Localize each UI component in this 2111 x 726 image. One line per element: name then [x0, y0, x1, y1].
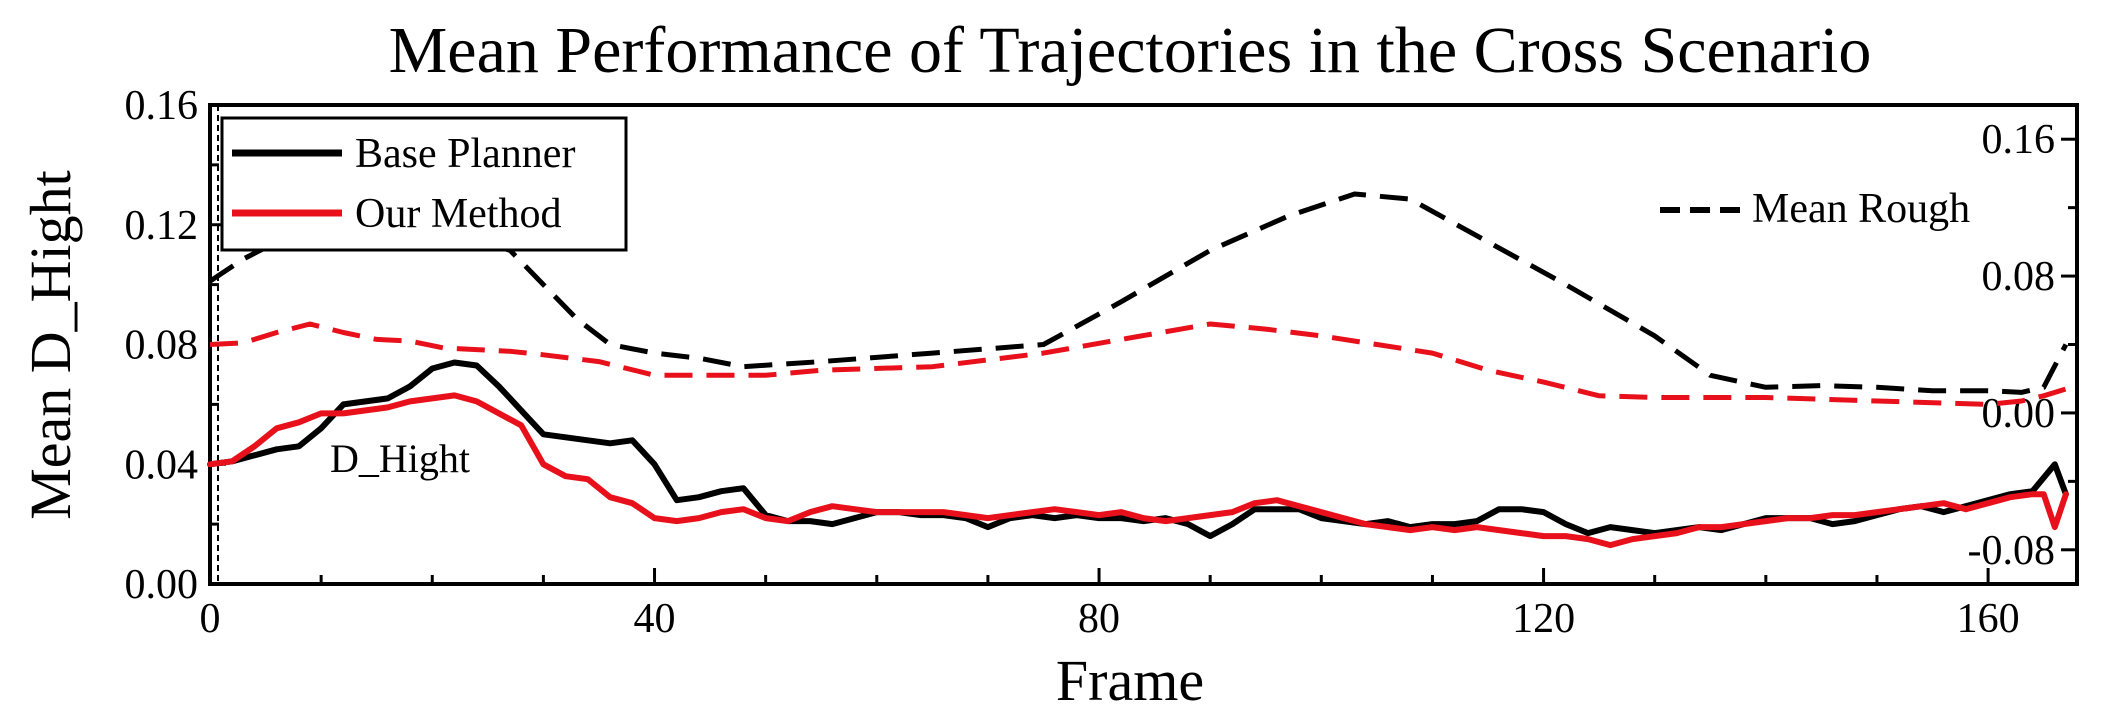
series-layer — [207, 191, 2069, 549]
legend-secondary: Mean Rough — [1660, 186, 1970, 232]
chart-title: Mean Performance of Trajectories in the … — [389, 14, 1872, 87]
legend-label-our-method: Our Method — [355, 191, 561, 237]
y-tick-label: 0.00 — [125, 562, 199, 608]
legend-label-base-planner: Base Planner — [355, 131, 575, 177]
series-line-1 — [207, 392, 2069, 549]
x-tick-label: 0 — [200, 596, 221, 642]
x-tick-label: 120 — [1512, 596, 1575, 642]
legend-box — [220, 116, 628, 252]
x-tick-label: 160 — [1957, 596, 2020, 642]
y2-tick-label: 0.00 — [1982, 391, 2056, 437]
y2-tick-label: 0.16 — [1982, 117, 2056, 163]
y-tick-label: 0.04 — [125, 442, 199, 488]
y2-tick-label: 0.08 — [1982, 254, 2056, 300]
y-tick-label: 0.12 — [125, 203, 199, 249]
legend: Base Planner Our Method — [220, 116, 628, 252]
y-tick-label: 0.16 — [125, 83, 199, 129]
legend-label-mean-rough: Mean Rough — [1752, 186, 1970, 232]
y-axis-title: Mean D_Hight — [18, 170, 83, 520]
y2-axis-ticks: -0.08 0.00 0.08 0.16 — [1968, 117, 2077, 574]
x-tick-label: 40 — [634, 596, 676, 642]
series-line-0 — [207, 359, 2069, 540]
annotation-d-hight: D_Hight — [330, 436, 470, 481]
y2-tick-label: -0.08 — [1968, 528, 2056, 574]
x-tick-label: 80 — [1078, 596, 1120, 642]
series-line-3 — [209, 321, 2067, 407]
y-tick-label: 0.08 — [125, 323, 199, 369]
x-axis-ticks: 0 40 80 120 160 — [200, 568, 2020, 642]
x-axis-title: Frame — [1056, 648, 1204, 713]
